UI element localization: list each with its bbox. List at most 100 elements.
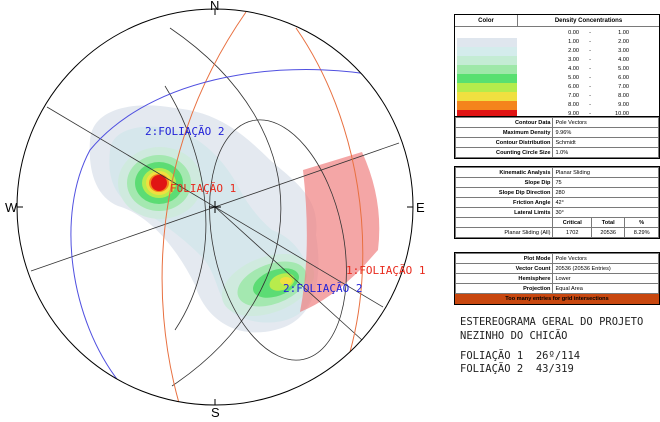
legend-range-from: 5.00: [568, 75, 579, 81]
legend-swatch: [457, 110, 517, 119]
legend-range-row: 7.00 - 8.00: [551, 92, 655, 101]
legend-swatch: [457, 92, 517, 101]
north-label: N: [210, 0, 219, 13]
legend-range-dash: -: [589, 111, 591, 117]
plot-value: Lower: [552, 273, 659, 284]
legend-swatch: [457, 56, 517, 65]
legend-range-from: 8.00: [568, 102, 579, 108]
legend-range-from: 9.00: [568, 111, 579, 117]
density-contours: [30, 11, 400, 405]
legend-range-to: 8.00: [618, 93, 629, 99]
plot-key: Plot Mode: [454, 253, 554, 264]
contour-info-table: Contour Data Pole Vectors Maximum Density…: [454, 116, 660, 159]
foliacao-2-label-pole: 2:FOLIAÇÃO 2: [283, 282, 362, 295]
legend-swatch: [457, 38, 517, 47]
kinematic-value: 75: [552, 177, 659, 188]
result-header-critical: Critical: [552, 217, 593, 228]
result-header-total: Total: [591, 217, 626, 228]
legend-swatch: [457, 74, 517, 83]
legend-swatch: [457, 29, 517, 38]
foliacao-1-label-circle: 1:FOLIAÇÃO 1: [346, 264, 425, 277]
contour-value: Pole Vectors: [552, 117, 659, 128]
legend-range-dash: -: [589, 75, 591, 81]
legend-range-row: 5.00 - 6.00: [551, 74, 655, 83]
result-total: 20536: [591, 227, 626, 238]
legend-range-from: 2.00: [568, 48, 579, 54]
west-label: W: [5, 200, 18, 215]
result-label: Planar Sliding (All): [454, 227, 554, 238]
legend-range-from: 6.00: [568, 84, 579, 90]
plot-value: Equal Area: [552, 283, 659, 294]
density-c2-peak: [280, 277, 292, 285]
legend-range-to: 6.00: [618, 75, 629, 81]
planar-sliding-zone: [300, 152, 380, 312]
contour-key: Contour Distribution: [454, 137, 554, 148]
legend-ranges: 0.00-1.00 1.00-2.00 2.00-3.00 3.00-4.00 4.00…: [551, 29, 655, 119]
plot-info-table: Plot Mode Pole Vectors Vector Count 20536 …: [454, 252, 660, 305]
legend-range-to: 3.00: [618, 48, 629, 54]
legend-range-to: 2.00: [618, 39, 629, 45]
kinematic-value: Planar Sliding: [552, 167, 659, 178]
legend-range-row: 8.00 - 9.00: [551, 101, 655, 110]
legend-range-dash: -: [589, 66, 591, 72]
legend-range-to: 5.00: [618, 66, 629, 72]
legend-range-from: 0.00: [568, 30, 579, 36]
kinematic-value: 42°: [552, 197, 659, 208]
foliacao-1-great-circle: [161, 11, 247, 404]
legend-density-header: Density Concentrations: [554, 17, 623, 24]
friction-cone: [164, 85, 207, 331]
caption-title-line-2: NEZINHO DO CHICÃO: [460, 330, 568, 342]
stereonet-plot: N S E W 2:FOLIAÇÃO 2 FOLIAÇÃO 1 1:FOLIAÇ…: [5, 0, 425, 420]
result-header: [454, 217, 554, 228]
kinematic-value: 280: [552, 187, 659, 198]
result-critical: 1702: [552, 227, 593, 238]
slope-plane: [169, 27, 282, 387]
legend-range-to: 4.00: [618, 57, 629, 63]
caption-title-line-1: ESTEREOGRAMA GERAL DO PROJETO: [460, 316, 644, 328]
plot-key: Hemisphere: [454, 273, 554, 284]
legend-range-to: 9.00: [618, 102, 629, 108]
plot-key: Vector Count: [454, 263, 554, 274]
legend-range-row: 1.00 - 2.00: [551, 38, 655, 47]
legend-range-dash: -: [589, 84, 591, 90]
dip-direction-line: [214, 206, 363, 341]
kinematic-key: Slope Dip Direction: [454, 187, 554, 198]
legend-range-from: 4.00: [568, 66, 579, 72]
legend-range-row: 6.00 - 7.00: [551, 83, 655, 92]
foliacao-1-label-pole: FOLIAÇÃO 1: [170, 182, 236, 195]
legend-range-to: 10.00: [615, 111, 629, 117]
legend-range-dash: -: [589, 39, 591, 45]
kinematic-key: Friction Angle: [454, 197, 554, 208]
result-percent: 8.29%: [624, 227, 659, 238]
caption-foliacao-2: FOLIAÇÃO 2 43/319: [460, 363, 574, 375]
legend-range-row: 3.00 - 4.00: [551, 56, 655, 65]
legend-range-from: 7.00: [568, 93, 579, 99]
legend-range-row: 9.00 - 10.00: [551, 110, 655, 119]
kinematic-analysis-table: Kinematic Analysis Planar Sliding Slope D…: [454, 166, 660, 239]
caption-foliacao-1: FOLIAÇÃO 1 26º/114: [460, 350, 581, 362]
contour-value: 1.0%: [552, 147, 659, 158]
legend-range-row: 0.00 - 1.00: [551, 29, 655, 38]
kinematic-value: 30°: [552, 207, 659, 218]
grid-warning: Too many entries for grid intersections: [455, 293, 659, 304]
kinematic-key: Slope Dip: [454, 177, 554, 188]
contour-key: Contour Data: [454, 117, 554, 128]
legend-range-from: 1.00: [568, 39, 579, 45]
legend-swatch: [457, 65, 517, 74]
legend-range-from: 3.00: [568, 57, 579, 63]
legend-swatch: [457, 101, 517, 110]
legend-swatch: [457, 83, 517, 92]
legend-range-dash: -: [589, 93, 591, 99]
legend-swatches: [457, 29, 517, 119]
east-label: E: [416, 200, 425, 215]
plot-key: Projection: [454, 283, 554, 294]
legend-range-row: 4.00 - 5.00: [551, 65, 655, 74]
kinematic-key: Lateral Limits: [454, 207, 554, 218]
plot-value: Pole Vectors: [552, 253, 659, 264]
slope-plane-ellipse: [209, 119, 347, 361]
plot-value: 20536 (20536 Entries): [552, 263, 659, 274]
contour-key: Counting Circle Size: [454, 147, 554, 158]
legend-range-to: 7.00: [618, 84, 629, 90]
foliacao-2-label-upper: 2:FOLIAÇÃO 2: [145, 125, 224, 138]
legend-range-dash: -: [589, 48, 591, 54]
